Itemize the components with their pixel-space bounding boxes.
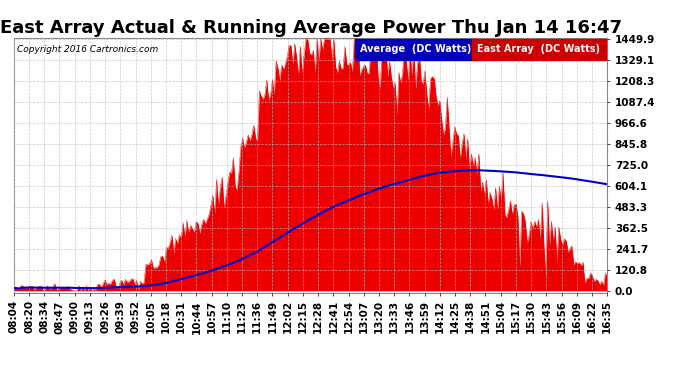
Text: Copyright 2016 Cartronics.com: Copyright 2016 Cartronics.com [17, 45, 158, 54]
Legend: Average  (DC Watts), East Array  (DC Watts): Average (DC Watts), East Array (DC Watts… [355, 42, 602, 56]
Title: East Array Actual & Running Average Power Thu Jan 14 16:47: East Array Actual & Running Average Powe… [0, 20, 622, 38]
